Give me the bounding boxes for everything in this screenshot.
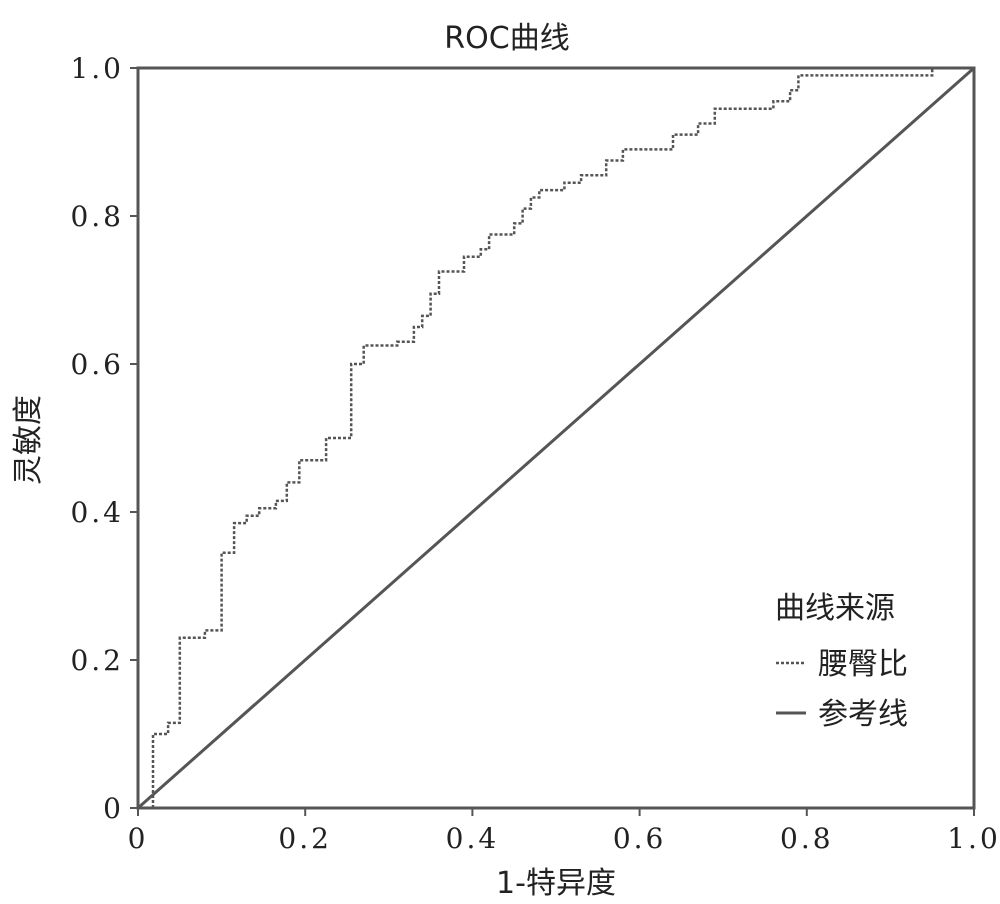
x-axis-label: 1-特异度	[496, 866, 616, 901]
x-tick-label: 0	[128, 822, 149, 855]
series-line-2	[137, 66, 975, 810]
x-tick-label: 0.6	[613, 822, 667, 855]
y-axis-label: 灵敏度	[11, 395, 46, 485]
x-tick-label: 1.0	[947, 822, 1000, 855]
y-tick-label: 0.2	[70, 644, 124, 677]
y-tick-label: 1.0	[70, 52, 124, 85]
x-tick-label: 0.2	[278, 822, 332, 855]
plot-frame	[136, 66, 976, 810]
series-line-1	[138, 66, 974, 810]
x-axis: 0 0.2 0.4 0.6 0.8 1.0	[128, 808, 1000, 855]
series-layer	[137, 66, 975, 810]
chart-title: ROC曲线	[444, 21, 569, 56]
x-tick-label: 0.4	[446, 822, 500, 855]
y-tick-label: 0.8	[70, 200, 124, 233]
y-tick-label: 0	[103, 792, 124, 825]
y-axis: 0 0.2 0.4 0.6 0.8 1.0	[70, 52, 138, 825]
x-tick-label: 0.8	[780, 822, 834, 855]
legend-title: 曲线来源	[775, 591, 895, 626]
legend-entry-label: 参考线	[818, 697, 908, 732]
y-tick-label: 0.4	[70, 496, 124, 529]
y-tick-label: 0.6	[70, 348, 124, 381]
legend-entry-label: 腰臀比	[818, 647, 908, 682]
